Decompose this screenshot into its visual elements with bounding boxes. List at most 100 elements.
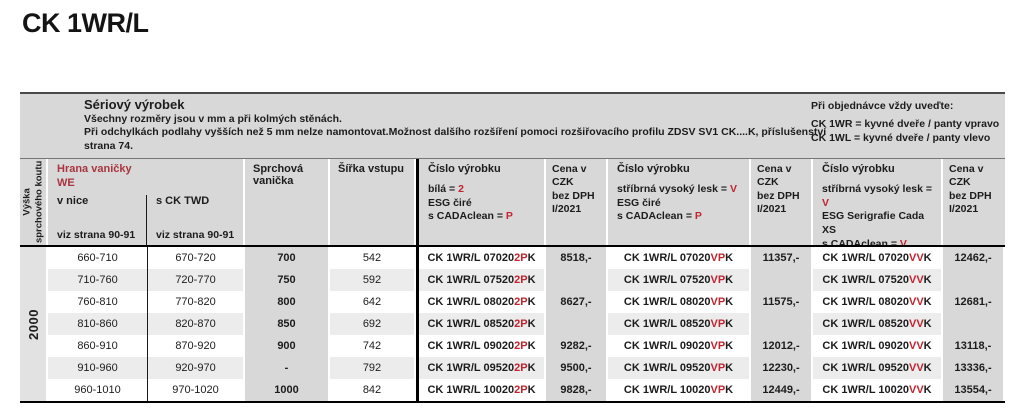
- product-table: Výška sprchového koutu Hrana vaničky WE …: [20, 158, 1005, 403]
- intro-line-1: Všechny rozměry jsou v mm a při kolmých …: [84, 113, 342, 125]
- price-cell: 9828,-: [546, 379, 608, 401]
- product-code-cell: CK 1WR/L 08020 VV K: [813, 291, 943, 313]
- col-header-sprchova-vanicka: Sprchová vanička: [245, 159, 330, 245]
- hrana-vanicky-title: Hrana vaničky WE: [57, 163, 132, 189]
- price-cell: [546, 313, 608, 335]
- code-header-notes-vvk: stříbrná vysoký lesk = V ESG Serigrafie C…: [822, 183, 933, 245]
- product-code-cell: CK 1WR/L 07020 VV K: [813, 247, 943, 269]
- cell-sirka-vstupu: 792: [330, 357, 416, 379]
- order-note-line-2: CK 1WL = kyvné dveře / panty vlevo: [811, 132, 991, 145]
- cell-sprchova-vanicka: 700: [245, 247, 330, 269]
- cell-v-nice: 960-1010: [48, 379, 148, 401]
- code-header-notes-vpk: stříbrná vysoký lesk = V ESG čiré s CADAcl…: [617, 183, 737, 223]
- price-cell: [751, 269, 813, 291]
- cell-s-ck-twd: 820-870: [148, 313, 245, 335]
- product-code-cell: CK 1WR/L 07520 VV K: [813, 269, 943, 291]
- product-code-cell: CK 1WR/L 09020 2P K: [416, 335, 546, 357]
- cell-sprchova-vanicka: 850: [245, 313, 330, 335]
- price-cell: 11357,-: [751, 247, 813, 269]
- code-header-notes-2pk: bílá = 2 ESG čiré s CADAclean = P: [428, 183, 513, 223]
- price-cell: 8518,-: [546, 247, 608, 269]
- cell-v-nice: 710-760: [48, 269, 148, 291]
- price-cell: 12681,-: [943, 291, 1005, 313]
- cell-v-nice: 910-960: [48, 357, 148, 379]
- product-code-cell: CK 1WR/L 07020 2P K: [416, 247, 546, 269]
- intro-line-2: Při odchylkách podlahy vyšších než 5 mm …: [84, 126, 827, 139]
- cell-sprchova-vanicka: 900: [245, 335, 330, 357]
- price-cell: [546, 269, 608, 291]
- cell-sprchova-vanicka: 750: [245, 269, 330, 291]
- product-code-cell: CK 1WR/L 09520 VP K: [608, 357, 751, 379]
- shower-height-value: 2000: [25, 308, 41, 340]
- col-header-vyska-sprchoveho-koutu: Výška sprchového koutu: [20, 159, 48, 245]
- price-cell: 12230,-: [751, 357, 813, 379]
- order-note-line-1: CK 1WR = kyvné dveře / panty vpravo: [811, 118, 1000, 130]
- price-cell: 12012,-: [751, 335, 813, 357]
- cell-s-ck-twd: 770-820: [148, 291, 245, 313]
- col-header-hrana-vanicky: Hrana vaničky WE v nice viz strana 90-91…: [48, 159, 245, 245]
- col-header-s-ck-twd: s CK TWD viz strana 90-91: [146, 195, 243, 245]
- product-code-cell: CK 1WR/L 10020 2P K: [416, 379, 546, 401]
- price-cell: 12449,-: [751, 379, 813, 401]
- price-cell: 13554,-: [943, 379, 1005, 401]
- col-header-cislo-vyrobku-2pk: Číslo výrobku bílá = 2 ESG čiré s CADAclea…: [416, 159, 546, 245]
- intro-heading: Sériový výrobek: [84, 97, 185, 112]
- product-code-cell: CK 1WR/L 07020 VP K: [608, 247, 751, 269]
- shower-height-cell: 2000: [20, 247, 48, 401]
- product-code-cell: CK 1WR/L 07520 VP K: [608, 269, 751, 291]
- intro-band: Sériový výrobek Všechny rozměry jsou v m…: [20, 92, 1005, 158]
- price-cell: [943, 313, 1005, 335]
- cell-sprchova-vanicka: 800: [245, 291, 330, 313]
- price-cell: 13336,-: [943, 357, 1005, 379]
- product-code-cell: CK 1WR/L 09020 VP K: [608, 335, 751, 357]
- cell-sprchova-vanicka: 1000: [245, 379, 330, 401]
- s-ck-twd-note: viz strana 90-91: [156, 229, 235, 241]
- price-cell: [943, 269, 1005, 291]
- product-code-cell: CK 1WR/L 08520 2P K: [416, 313, 546, 335]
- cell-v-nice: 660-710: [48, 247, 148, 269]
- hrana-subcolumns: v nice viz strana 90-91 s CK TWD viz str…: [48, 195, 243, 245]
- v-nice-note: viz strana 90-91: [57, 229, 136, 241]
- order-note-heading: Při objednávce vždy uveďte:: [811, 100, 954, 112]
- intro-text-block: Sériový výrobek Všechny rozměry jsou v m…: [20, 94, 827, 158]
- cell-v-nice: 760-810: [48, 291, 148, 313]
- cell-sprchova-vanicka: -: [245, 357, 330, 379]
- price-cell: 11575,-: [751, 291, 813, 313]
- cell-sirka-vstupu: 642: [330, 291, 416, 313]
- cell-sirka-vstupu: 742: [330, 335, 416, 357]
- col-header-v-nice: v nice viz strana 90-91: [48, 195, 146, 245]
- price-cell: 12462,-: [943, 247, 1005, 269]
- product-code-cell: CK 1WR/L 08520 VV K: [813, 313, 943, 335]
- page-title: CK 1WR/L: [22, 8, 149, 38]
- cell-s-ck-twd: 870-920: [148, 335, 245, 357]
- cell-s-ck-twd: 970-1020: [148, 379, 245, 401]
- col-header-cislo-vyrobku-vvk: Číslo výrobku stříbrná vysoký lesk = V ES…: [813, 159, 943, 245]
- cell-s-ck-twd: 670-720: [148, 247, 245, 269]
- product-code-cell: CK 1WR/L 10020 VP K: [608, 379, 751, 401]
- col-header-cena-1: Cena v CZK bez DPH I/2021: [546, 159, 608, 245]
- product-code-cell: CK 1WR/L 08020 VP K: [608, 291, 751, 313]
- cell-sirka-vstupu: 592: [330, 269, 416, 291]
- price-cell: 9282,-: [546, 335, 608, 357]
- price-cell: 13118,-: [943, 335, 1005, 357]
- price-cell: 8627,-: [546, 291, 608, 313]
- cell-sirka-vstupu: 542: [330, 247, 416, 269]
- product-code-cell: CK 1WR/L 09520 2P K: [416, 357, 546, 379]
- product-code-cell: CK 1WR/L 09020 VV K: [813, 335, 943, 357]
- product-code-cell: CK 1WR/L 08020 2P K: [416, 291, 546, 313]
- cell-v-nice: 810-860: [48, 313, 148, 335]
- col-header-cislo-vyrobku-vpk: Číslo výrobku stříbrná vysoký lesk = V ES…: [608, 159, 751, 245]
- cell-s-ck-twd: 920-970: [148, 357, 245, 379]
- cell-sirka-vstupu: 692: [330, 313, 416, 335]
- product-code-cell: CK 1WR/L 08520 VP K: [608, 313, 751, 335]
- intro-line-3: strana 74.: [84, 139, 134, 152]
- order-note-box: Při objednávce vždy uveďte: CK 1WR = kyv…: [805, 94, 1005, 158]
- price-cell: 9500,-: [546, 357, 608, 379]
- product-code-cell: CK 1WR/L 10020 VV K: [813, 379, 943, 401]
- product-code-cell: CK 1WR/L 07520 2P K: [416, 269, 546, 291]
- col-header-cena-3: Cena v CZK bez DPH I/2021: [943, 159, 1005, 245]
- table-body: 2000 660-710 670-720 700 542 CK 1WR/L 07020 2…: [20, 245, 1005, 401]
- product-code-cell: CK 1WR/L 09520 VV K: [813, 357, 943, 379]
- vyska-vertical-label: Výška sprchového koutu: [21, 160, 44, 244]
